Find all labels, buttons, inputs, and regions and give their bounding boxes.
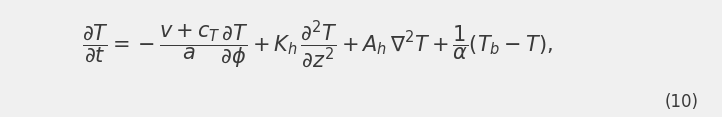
Text: (10): (10) — [665, 93, 699, 111]
Text: $\dfrac{\partial T}{\partial t} = -\dfrac{v + c_T}{a}\dfrac{\partial T}{\partial: $\dfrac{\partial T}{\partial t} = -\dfra… — [82, 19, 553, 71]
